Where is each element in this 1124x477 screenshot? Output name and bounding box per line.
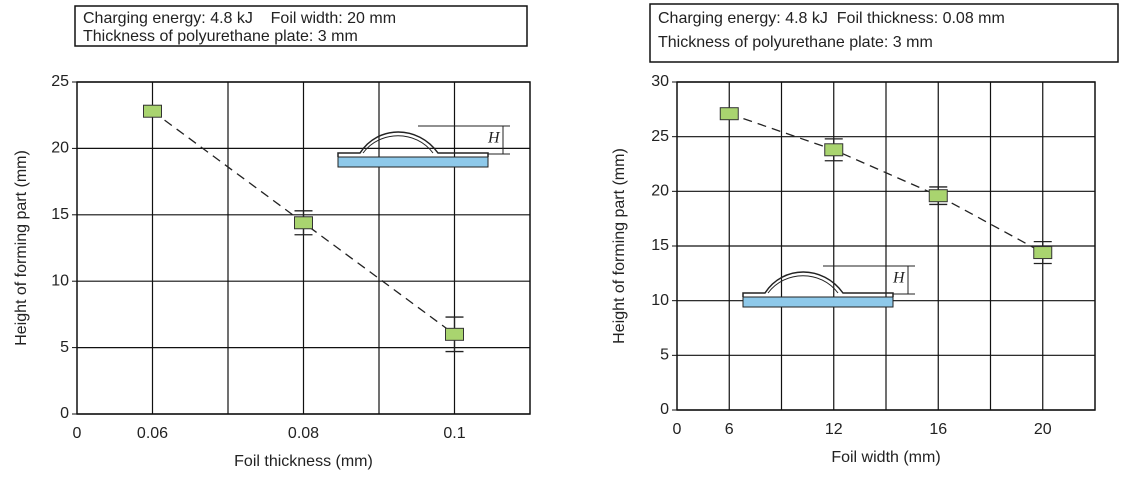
y-tick-label: 15	[651, 237, 669, 254]
marker	[929, 190, 947, 202]
inset-foil	[743, 272, 893, 297]
inset-label: H	[487, 130, 501, 147]
chart: Charging energy: 4.8 kJ Foil thickness: …	[611, 4, 1118, 466]
marker	[825, 144, 843, 156]
x-tick-label: 0.06	[137, 425, 168, 442]
y-tick-label: 5	[60, 339, 69, 356]
y-tick-label: 20	[51, 140, 69, 157]
marker	[720, 108, 738, 120]
annotation-text: Charging energy: 4.8 kJ Foil width: 20 m…	[83, 10, 396, 27]
x-tick-label: 16	[929, 421, 947, 438]
y-tick-label: 10	[651, 292, 669, 309]
y-tick-label: 30	[651, 73, 669, 90]
x-tick-label: 0.08	[288, 425, 319, 442]
inset-label: H	[892, 270, 906, 287]
y-tick-label: 10	[51, 272, 69, 289]
y-axis-label: Height of forming part (mm)	[13, 150, 30, 346]
inset-diagram: H	[743, 266, 915, 307]
x-axis-label: Foil width (mm)	[831, 449, 940, 466]
annotation-text: Thickness of polyurethane plate: 3 mm	[658, 34, 933, 51]
x-tick-label: 12	[825, 421, 843, 438]
marker	[144, 105, 162, 117]
x-origin-label: 0	[73, 425, 82, 442]
marker	[1034, 247, 1052, 259]
x-tick-label: 20	[1034, 421, 1052, 438]
y-tick-label: 15	[51, 206, 69, 223]
y-axis-label: Height of forming part (mm)	[611, 148, 628, 344]
chart: Charging energy: 4.8 kJ Foil width: 20 m…	[13, 6, 530, 470]
x-tick-label: 0.1	[443, 425, 465, 442]
inset-foil	[338, 132, 488, 157]
inset-plate	[743, 297, 893, 307]
y-tick-label: 25	[51, 73, 69, 90]
annotation-text: Thickness of polyurethane plate: 3 mm	[83, 28, 358, 45]
x-tick-label: 6	[725, 421, 734, 438]
y-tick-label: 0	[60, 405, 69, 422]
annotation-text: Charging energy: 4.8 kJ Foil thickness: …	[658, 10, 1005, 27]
y-tick-label: 25	[651, 128, 669, 145]
marker	[446, 328, 464, 340]
inset-diagram: H	[338, 126, 510, 167]
x-origin-label: 0	[673, 421, 682, 438]
marker	[295, 217, 313, 229]
y-tick-label: 20	[651, 183, 669, 200]
inset-plate	[338, 157, 488, 167]
y-tick-label: 5	[660, 347, 669, 364]
x-axis-label: Foil thickness (mm)	[234, 453, 373, 470]
y-tick-label: 0	[660, 401, 669, 418]
figure: Charging energy: 4.8 kJ Foil width: 20 m…	[0, 0, 1124, 477]
